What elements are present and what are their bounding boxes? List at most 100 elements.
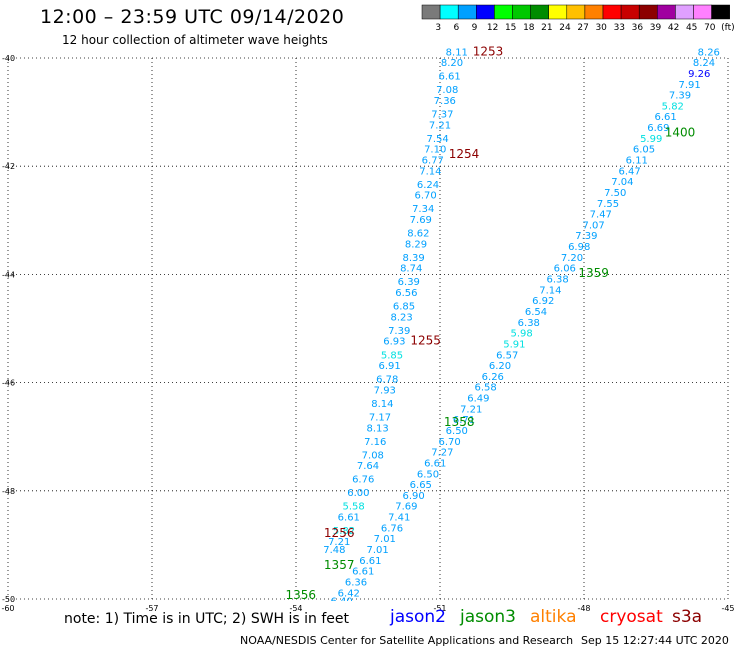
swh-value: 6.58 [474,383,496,394]
colorbar-swatch [638,4,658,20]
swh-value: 6.78 [376,375,398,386]
satellite-altika: altika [530,607,577,627]
colorbar-label: 24 [559,23,571,33]
swh-value: 7.10 [424,145,446,156]
swh-value: 7.50 [604,188,626,199]
swh-value: 7.14 [539,285,561,296]
swh-value: 7.21 [328,537,350,548]
satellite-jason2: jason2 [390,607,446,627]
colorbar-swatch [476,4,495,20]
swh-value: 8.39 [402,253,424,264]
chart-subtitle: 12 hour collection of altimeter wave hei… [62,33,328,47]
time-label: 1356 [286,588,317,602]
swh-value: 6.36 [345,577,367,588]
colorbar-swatch [512,4,531,20]
swh-value: 5.82 [662,101,684,112]
swh-value: 7.01 [366,545,388,556]
colorbar-label: 18 [523,23,535,33]
swh-value: 6.76 [352,475,374,486]
swh-value: 6.40 [330,596,352,607]
swh-value: 6.61 [424,458,446,469]
y-tick-label: -50 [2,595,15,604]
swh-value: 6.24 [417,180,439,191]
swh-value: 6.39 [398,277,420,288]
colorbar-label: (ft) [721,23,735,33]
swh-value: 7.08 [362,450,384,461]
swh-value: 8.26 [698,47,720,58]
colorbar-swatch [457,4,477,20]
colorbar-label: 3 [435,23,441,33]
swh-value: 6.26 [482,372,504,383]
swh-value: 7.36 [434,96,456,107]
swh-value: 6.47 [618,166,640,177]
swh-value: 7.93 [374,385,396,396]
swh-value: 8.24 [693,58,715,69]
colorbar-legend: 3 6 9 12 15 18 21 24 27 30 33 36 39 42 45 70 (ft) [421,4,735,33]
swh-value: 8.23 [390,312,412,323]
swh-value: 7.48 [323,545,345,556]
colorbar-swatch [620,4,640,20]
swh-value: 7.41 [388,513,410,524]
swh-value: 7.04 [611,177,633,188]
swh-value: 6.00 [347,488,369,499]
time-label: 1359 [578,266,609,280]
x-tick-label: -45 [721,604,734,613]
time-label: 1253 [473,44,504,58]
satellite-jason3: jason3 [460,607,516,627]
y-tick-label: -40 [2,54,15,63]
colorbar-swatch [566,4,586,20]
time-label: 1357 [324,558,355,572]
time-label: 1400 [665,125,696,139]
plot-area: -60 -57 -54 -51 -48 -45 -40 -42 -44 -46 -48 -50 8.11… [1,44,734,613]
swh-value: 7.21 [429,120,451,131]
colorbar-swatch [675,4,694,20]
swh-value: 7.39 [388,326,410,337]
swh-value: 7.08 [436,85,458,96]
swh-value: 7.69 [410,215,432,226]
swh-value: 7.27 [431,448,453,459]
colorbar-swatch [657,4,676,20]
time-label: 1256 [324,526,355,540]
swh-value: 7.34 [412,204,434,215]
colorbar-swatch [530,4,549,20]
colorbar-swatch [584,4,604,20]
swh-value: 5.58 [342,502,364,513]
colorbar-swatch [494,4,513,20]
swh-value: 8.20 [441,58,463,69]
tracks: 8.118.206.617.087.367.377.217.547.106.77… [286,44,720,607]
swh-value: 6.98 [568,242,590,253]
footer-credit: NOAA/NESDIS Center for Satellite Applica… [240,634,574,647]
swh-value: 7.37 [431,110,453,121]
x-tick-label: -51 [433,604,446,613]
swh-value: 8.14 [371,399,393,410]
swh-value: 7.16 [364,437,386,448]
swh-value: 6.61 [359,556,381,567]
swh-value: 7.20 [561,253,583,264]
swh-value: 7.64 [357,461,379,472]
colorbar-label: 36 [632,23,644,33]
swh-value: 5.85 [381,350,403,361]
swh-value: 5.98 [510,329,532,340]
colorbar-label: 12 [487,23,498,33]
swh-value: 6.93 [383,337,405,348]
swh-value: 6.76 [381,523,403,534]
swh-value: 7.55 [597,199,619,210]
y-tick-label: -44 [2,270,15,279]
colorbar-label: 70 [704,23,716,33]
swh-value: 7.91 [678,80,700,91]
colorbar-swatch [439,4,459,20]
swh-value: 8.62 [407,229,429,240]
swh-value: 5.91 [503,339,525,350]
swh-value: 6.92 [532,296,554,307]
swh-value: 7.39 [669,91,691,102]
swh-value: 6.77 [422,155,444,166]
swh-value: 6.70 [414,191,436,202]
colorbar-swatch [711,4,730,20]
swh-value: 7.14 [419,166,441,177]
swh-value: 6.61 [438,72,460,83]
swh-value: 7.17 [369,412,391,423]
swh-value: 6.11 [626,155,648,166]
swh-value: 7.21 [460,404,482,415]
colorbar-swatch [548,4,568,20]
colorbar-label: 33 [614,23,625,33]
